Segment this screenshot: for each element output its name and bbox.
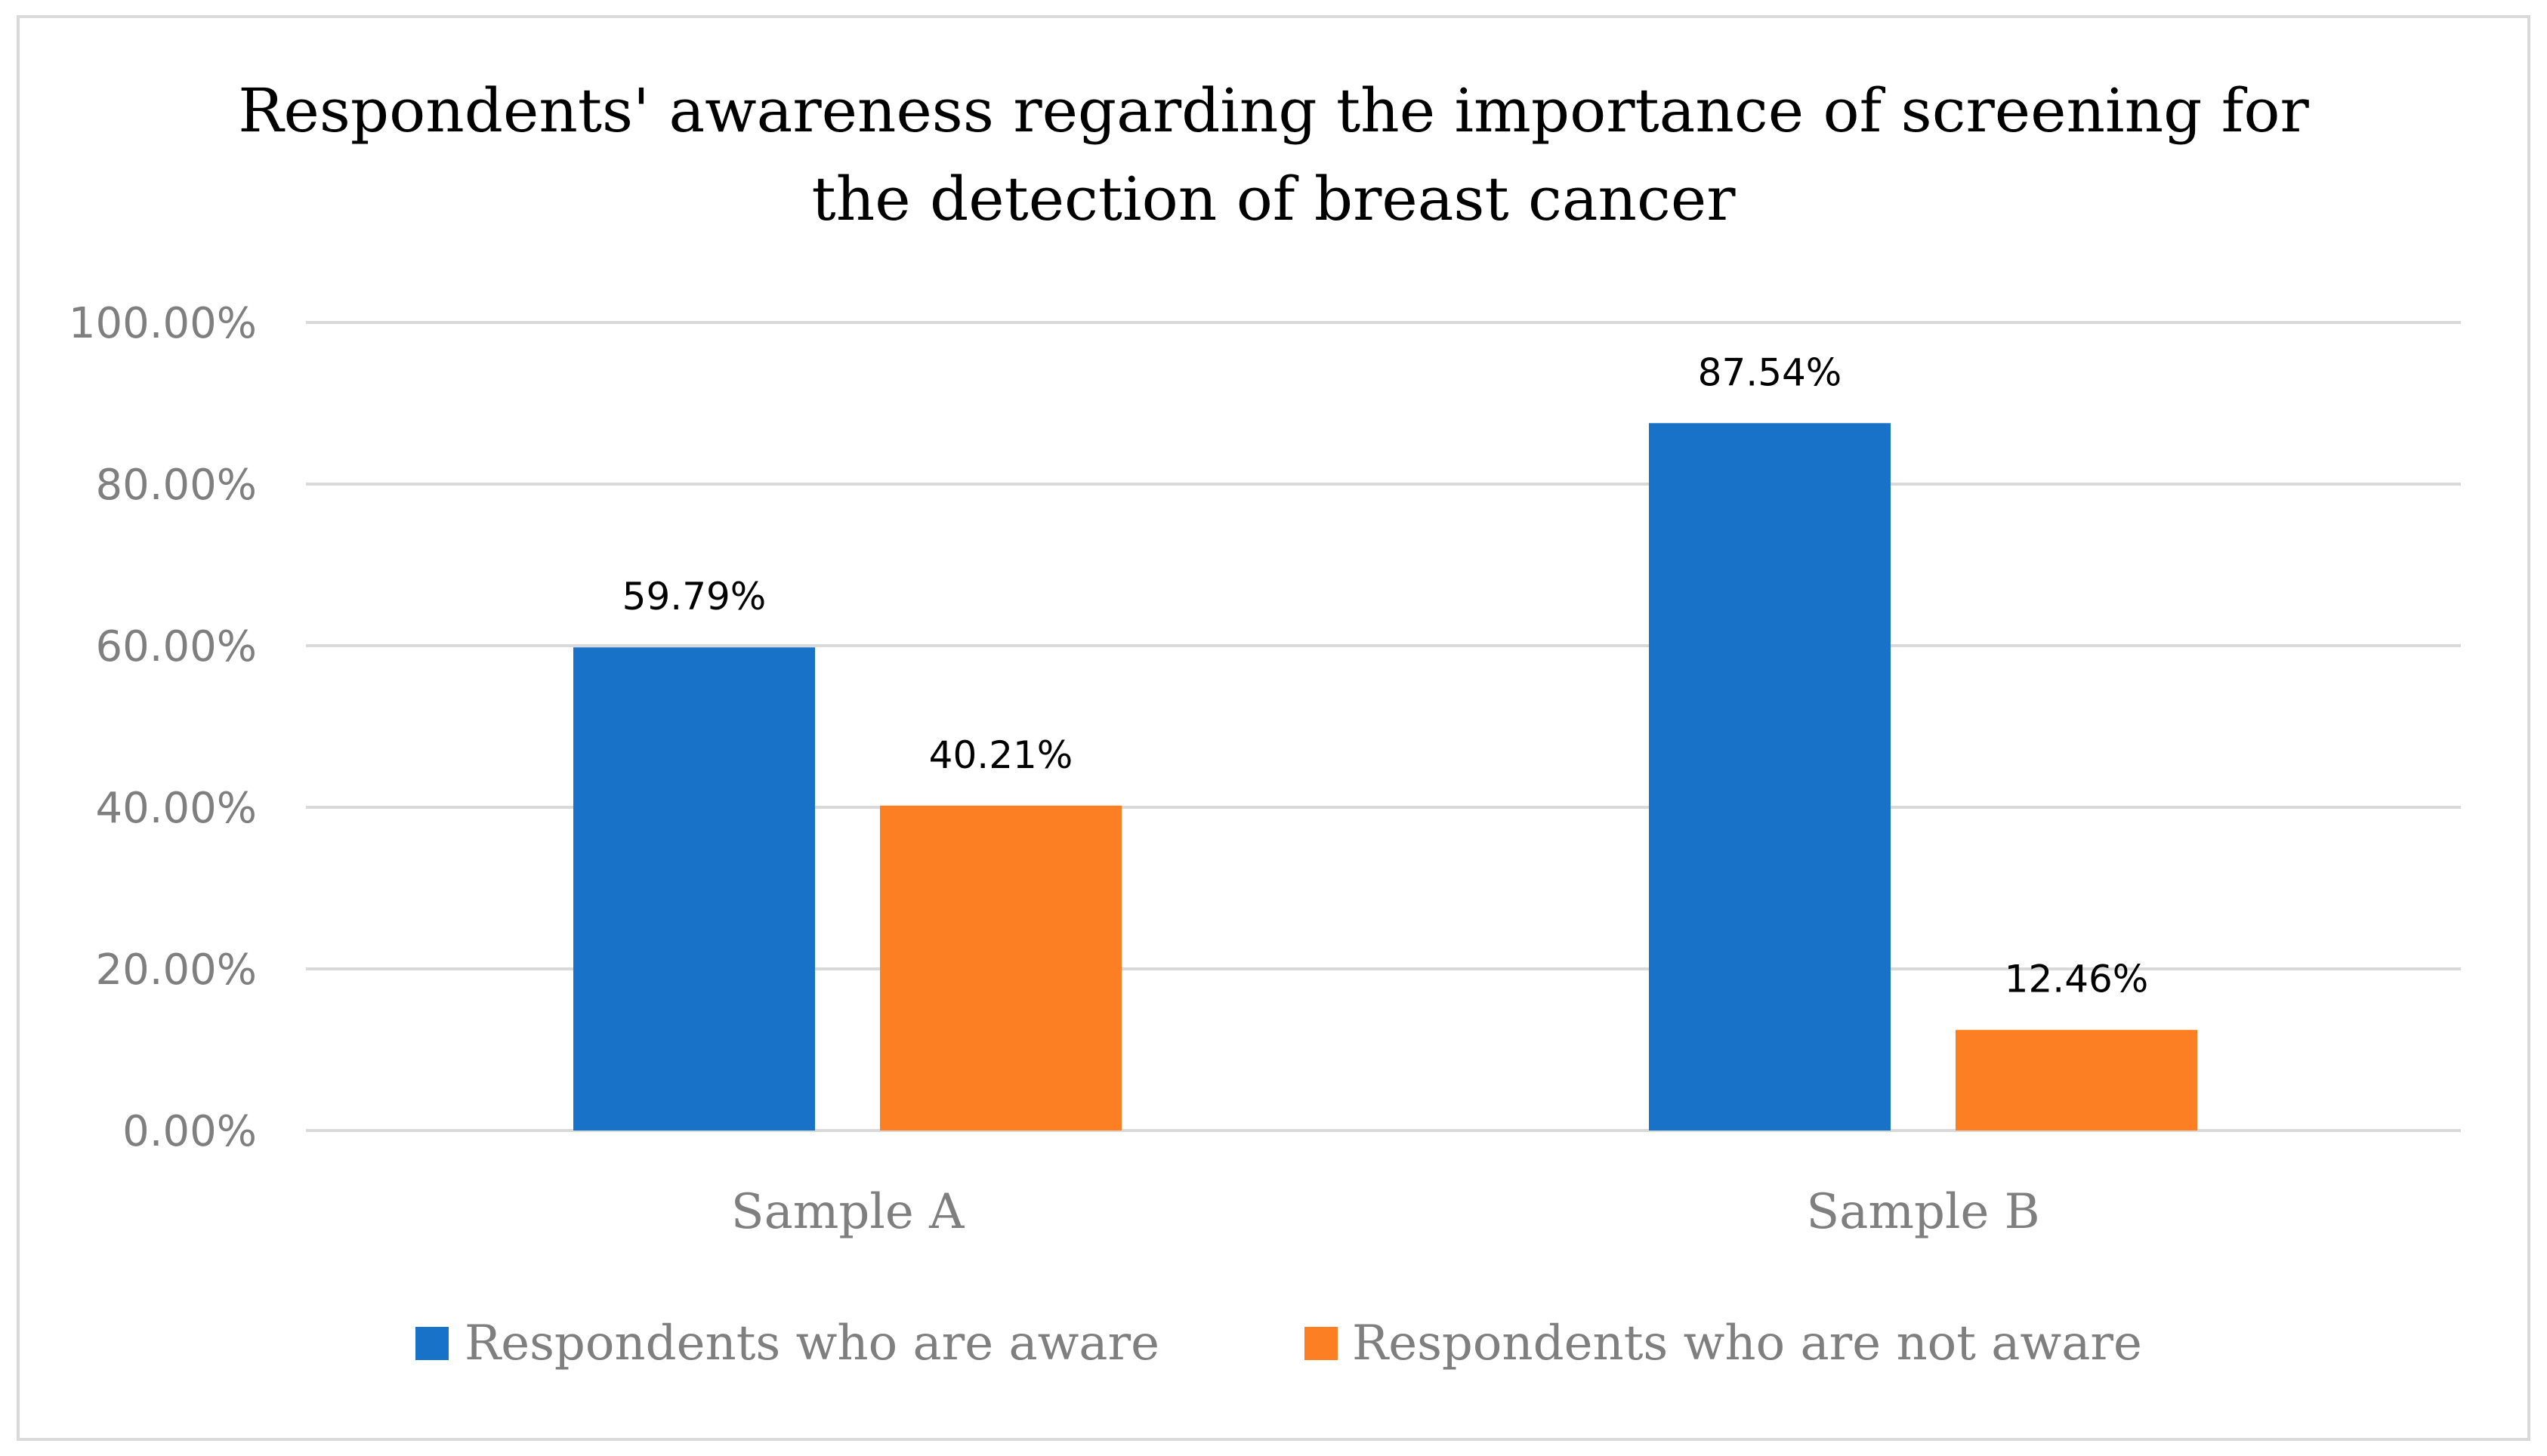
legend-item-aware: Respondents who are aware (415, 1316, 1159, 1371)
x-category-label: Sample B (1806, 1184, 2039, 1240)
bar-not-aware-sample-b (1956, 1029, 2197, 1131)
data-label: 40.21% (929, 733, 1073, 777)
y-tick-label: 40.00% (95, 784, 257, 833)
bar-aware-sample-a (573, 647, 815, 1131)
y-tick-label: 60.00% (95, 622, 257, 671)
legend-swatch (415, 1327, 449, 1360)
y-tick-label: 0.00% (122, 1107, 257, 1156)
x-axis-categories: Sample A Sample B (731, 1184, 2040, 1240)
chart-title-line-1: Respondents' awareness regarding the imp… (238, 76, 2309, 146)
bar-not-aware-sample-a (880, 805, 1122, 1131)
bar-aware-sample-b (1649, 423, 1891, 1131)
chart-frame (17, 15, 2530, 1441)
y-axis-ticks: 0.00% 20.00% 40.00% 60.00% 80.00% 100.00% (69, 299, 257, 1156)
bars (573, 423, 2197, 1131)
data-label: 59.79% (622, 575, 767, 618)
data-label: 12.46% (2005, 958, 2149, 1001)
legend-item-not-aware: Respondents who are not aware (1304, 1316, 2142, 1371)
data-labels: 59.79% 87.54% 40.21% 12.46% (622, 350, 2149, 1001)
legend-label: Respondents who are aware (465, 1316, 1159, 1371)
y-tick-label: 80.00% (95, 461, 257, 510)
data-label: 87.54% (1698, 350, 1842, 394)
legend-swatch (1304, 1327, 1338, 1360)
chart-title-line-2: the detection of breast cancer (812, 164, 1737, 234)
legend-label: Respondents who are not aware (1352, 1316, 2142, 1371)
legend: Respondents who are aware Respondents who… (415, 1316, 2142, 1371)
y-tick-label: 20.00% (95, 945, 257, 995)
y-tick-label: 100.00% (69, 299, 257, 348)
x-category-label: Sample A (731, 1184, 965, 1240)
chart-title: Respondents' awareness regarding the imp… (238, 76, 2309, 234)
